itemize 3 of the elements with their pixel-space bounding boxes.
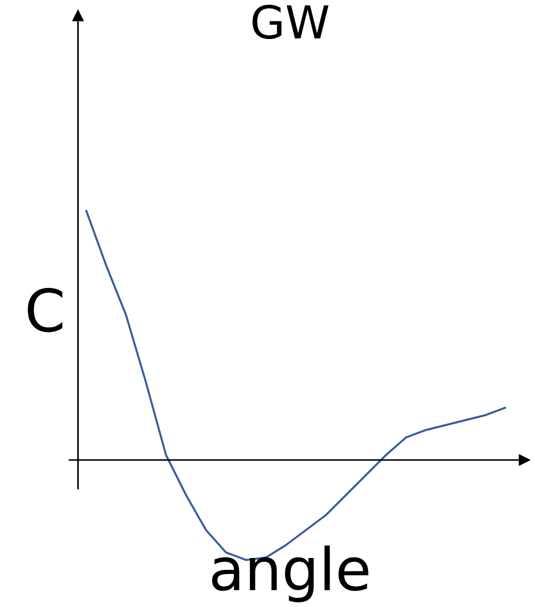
y-axis-title: C [28,288,62,332]
x-axis-title: angle [212,546,368,602]
chart-title: GW [252,4,328,40]
